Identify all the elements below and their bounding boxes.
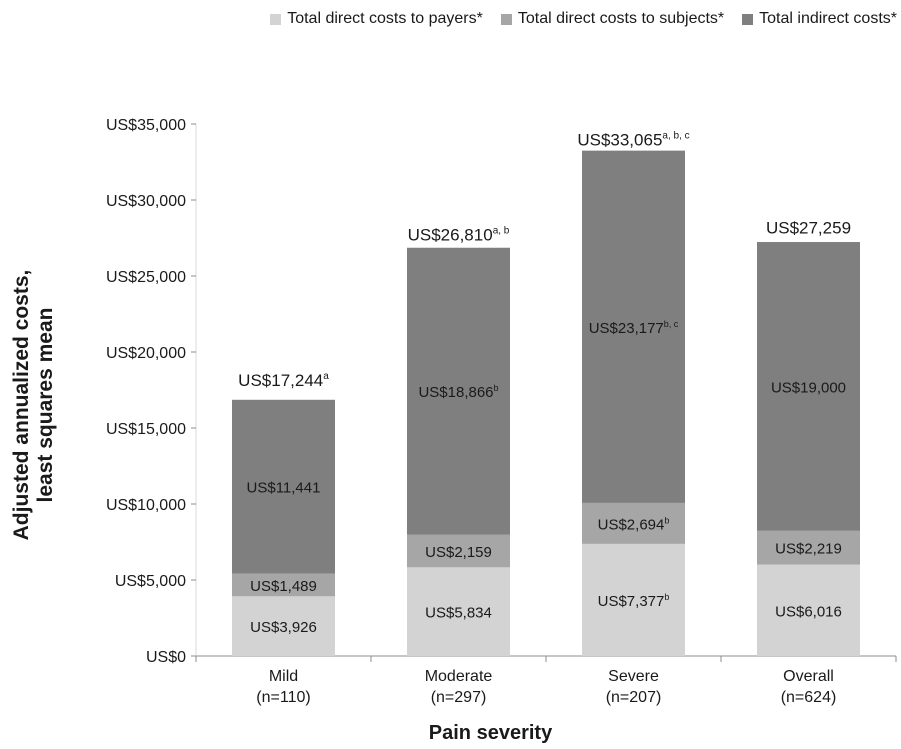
y-tick-label: US$30,000	[106, 193, 186, 210]
x-tick-label: Severe	[608, 668, 659, 685]
segment-value-label: US$19,000	[771, 379, 846, 396]
y-tick-label: US$0	[146, 649, 186, 666]
bar-total-label: US$26,810a, b	[408, 225, 510, 244]
segment-value-label: US$2,159	[425, 544, 492, 561]
segment-value-label: US$2,219	[775, 541, 842, 558]
x-tick-sublabel: (n=207)	[606, 689, 662, 706]
legend-label-indirect: Total indirect costs*	[759, 10, 897, 27]
bar-segment	[232, 399, 335, 574]
bar-segment	[407, 567, 510, 656]
x-tick-label: Overall	[783, 668, 834, 685]
segment-value-label: US$23,177b, c	[589, 319, 679, 337]
bar-segment	[582, 502, 685, 544]
bar-segment	[757, 564, 860, 656]
bar-segment	[407, 247, 510, 535]
x-tick-label: Mild	[269, 668, 298, 685]
x-tick-sublabel: (n=110)	[256, 689, 310, 706]
y-tick-label: US$5,000	[115, 573, 186, 590]
bar-segment	[582, 150, 685, 503]
bar-segment	[407, 534, 510, 568]
segment-value-label: US$5,834	[425, 605, 492, 622]
legend-item-payers: Total direct costs to payers*	[270, 10, 483, 28]
legend-swatch-indirect	[742, 13, 754, 25]
bar-segment	[232, 596, 335, 656]
segment-value-label: US$1,489	[250, 578, 317, 595]
x-axis-title: Pain severity	[428, 722, 553, 744]
y-tick-label: US$10,000	[106, 497, 186, 514]
segment-value-label: US$7,377b	[598, 592, 670, 610]
y-tick-label: US$35,000	[106, 117, 186, 134]
chart-legend: Total direct costs to payers* Total dire…	[270, 10, 897, 28]
bar-total-label: US$33,065a, b, c	[577, 130, 689, 149]
legend-swatch-payers	[270, 13, 282, 25]
x-tick-label: Moderate	[425, 668, 493, 685]
x-tick-sublabel: (n=297)	[431, 689, 487, 706]
bar-segment	[582, 543, 685, 656]
segment-value-label: US$3,926	[250, 619, 317, 636]
x-tick-sublabel: (n=624)	[781, 689, 837, 706]
legend-item-indirect: Total indirect costs*	[742, 10, 897, 28]
legend-label-payers: Total direct costs to payers*	[287, 10, 483, 27]
segment-value-label: US$18,866b	[418, 383, 498, 401]
segment-value-label: US$2,694b	[598, 515, 670, 533]
segment-value-label: US$6,016	[775, 603, 842, 620]
bar-total-label: US$27,259	[766, 219, 851, 238]
y-tick-label: US$20,000	[106, 345, 186, 362]
bar-total-label: US$17,244a	[238, 371, 329, 390]
bar-segment	[757, 530, 860, 565]
bar-segment	[232, 573, 335, 597]
bar-segment	[757, 242, 860, 531]
legend-item-subjects: Total direct costs to subjects*	[500, 10, 725, 28]
legend-swatch-subjects	[500, 13, 512, 25]
y-tick-label: US$25,000	[106, 269, 186, 286]
legend-label-subjects: Total direct costs to subjects*	[517, 10, 725, 27]
segment-value-label: US$11,441	[247, 480, 321, 497]
y-tick-label: US$15,000	[106, 421, 186, 438]
